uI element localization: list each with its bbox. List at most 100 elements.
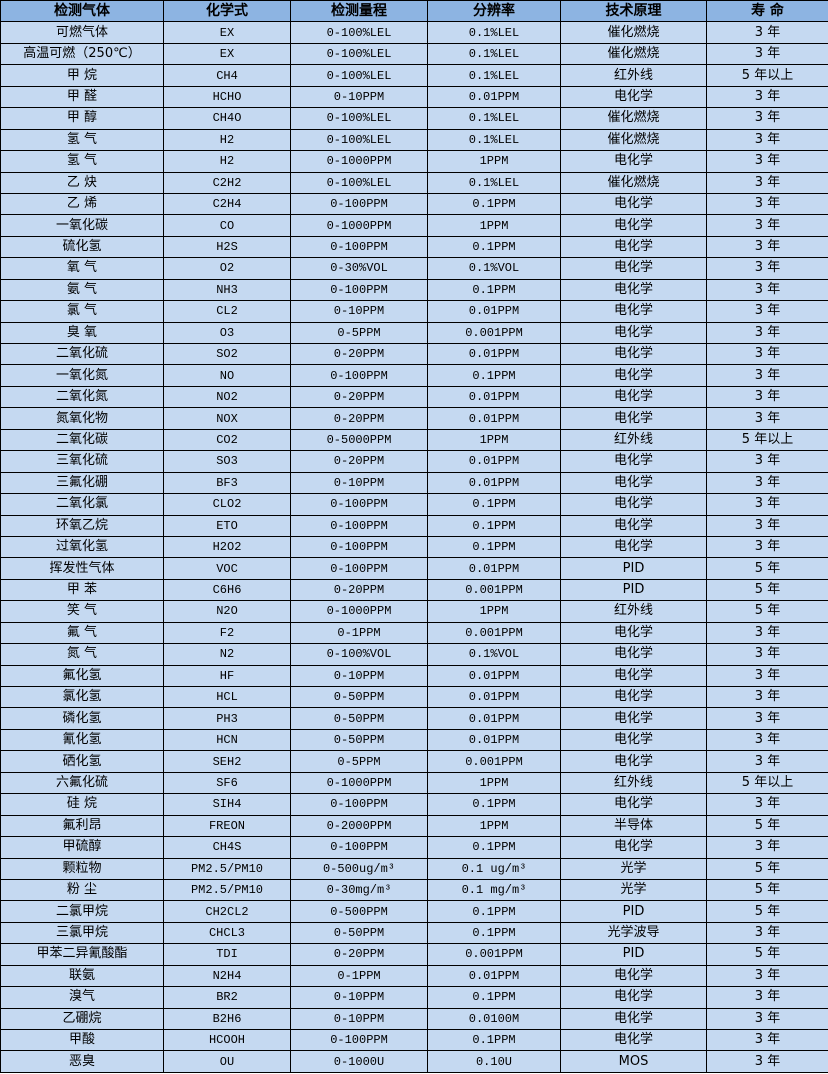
cell-gas: 甲 苯 <box>0 578 164 602</box>
table-row: 环氧乙烷 ETO 0-100PPM 0.1PPM 电化学 3 年 <box>0 514 828 537</box>
cell-formula: SF6 <box>163 771 291 795</box>
cell-lifetime: 3 年 <box>706 171 828 194</box>
cell-resolution: 1PPM <box>427 814 561 838</box>
cell-lifetime: 5 年以上 <box>706 428 828 452</box>
cell-range: 0-30mg/m³ <box>290 878 428 902</box>
table-row: 一氧化氮 NO 0-100PPM 0.1PPM 电化学 3 年 <box>0 364 828 387</box>
cell-range: 0-100PPM <box>290 364 428 387</box>
table-row: 乙 炔 C2H2 0-100%LEL 0.1%LEL 催化燃烧 3 年 <box>0 171 828 194</box>
cell-principle: 催化燃烧 <box>560 171 707 194</box>
cell-formula: OU <box>163 1050 291 1073</box>
table-row: 颗粒物 PM2.5/PM10 0-500ug/m³ 0.1 ug/m³ 光学 5 年 <box>0 857 828 880</box>
cell-resolution: 1PPM <box>427 214 561 237</box>
cell-principle: 电化学 <box>560 964 707 988</box>
cell-resolution: 0.1%VOL <box>427 257 561 280</box>
table-row: 氰化氢 HCN 0-50PPM 0.01PPM 电化学 3 年 <box>0 728 828 752</box>
cell-range: 0-100%LEL <box>290 64 428 87</box>
cell-lifetime: 3 年 <box>706 685 828 709</box>
cell-resolution: 0.1PPM <box>427 900 561 923</box>
cell-gas: 二氧化碳 <box>0 428 164 452</box>
table-row: 三氟化硼 BF3 0-10PPM 0.01PPM 电化学 3 年 <box>0 471 828 495</box>
cell-gas: 颗粒物 <box>0 857 164 880</box>
cell-lifetime: 3 年 <box>706 514 828 537</box>
cell-resolution: 1PPM <box>427 600 561 623</box>
cell-gas: 挥发性气体 <box>0 557 164 580</box>
cell-gas: 溴气 <box>0 986 164 1009</box>
cell-lifetime: 3 年 <box>706 150 828 173</box>
cell-lifetime: 3 年 <box>706 750 828 773</box>
cell-lifetime: 3 年 <box>706 364 828 387</box>
cell-principle: 电化学 <box>560 214 707 237</box>
cell-resolution: 0.0100M <box>427 1007 561 1031</box>
cell-principle: 电化学 <box>560 150 707 173</box>
cell-gas: 笑 气 <box>0 600 164 623</box>
cell-resolution: 0.01PPM <box>427 471 561 495</box>
cell-resolution: 0.1PPM <box>427 235 561 259</box>
cell-resolution: 0.1PPM <box>427 192 561 216</box>
cell-principle: 红外线 <box>560 64 707 87</box>
table-row: 氮氧化物 NOX 0-20PPM 0.01PPM 电化学 3 年 <box>0 407 828 430</box>
cell-principle: 催化燃烧 <box>560 42 707 66</box>
cell-resolution: 0.1PPM <box>427 535 561 559</box>
cell-range: 0-5PPM <box>290 750 428 773</box>
cell-formula: CO2 <box>163 428 291 452</box>
cell-lifetime: 5 年 <box>706 578 828 602</box>
table-row: 氟 气 F2 0-1PPM 0.001PPM 电化学 3 年 <box>0 621 828 645</box>
table-row: 二氧化碳 CO2 0-5000PPM 1PPM 红外线 5 年以上 <box>0 428 828 452</box>
cell-principle: 电化学 <box>560 278 707 302</box>
cell-resolution: 0.1PPM <box>427 921 561 945</box>
cell-formula: ETO <box>163 514 291 537</box>
cell-range: 0-20PPM <box>290 342 428 366</box>
cell-lifetime: 3 年 <box>706 986 828 1009</box>
cell-gas: 氨 气 <box>0 278 164 302</box>
table-row: 二氧化硫 SO2 0-20PPM 0.01PPM 电化学 3 年 <box>0 342 828 366</box>
table-row: 氟利昂 FREON 0-2000PPM 1PPM 半导体 5 年 <box>0 814 828 838</box>
table-row: 甲苯二异氰酸酯 TDI 0-20PPM 0.001PPM PID 5 年 <box>0 943 828 966</box>
table-row: 氢 气 H2 0-1000PPM 1PPM 电化学 3 年 <box>0 150 828 173</box>
cell-formula: NO <box>163 364 291 387</box>
cell-resolution: 0.01PPM <box>427 342 561 366</box>
cell-gas: 甲 烷 <box>0 64 164 87</box>
cell-gas: 臭 氧 <box>0 321 164 345</box>
cell-principle: 电化学 <box>560 707 707 730</box>
table-row: 三氯甲烷 CHCL3 0-50PPM 0.1PPM 光学波导 3 年 <box>0 921 828 945</box>
cell-resolution: 0.1PPM <box>427 514 561 537</box>
cell-range: 0-100PPM <box>290 836 428 859</box>
table-row: 磷化氢 PH3 0-50PPM 0.01PPM 电化学 3 年 <box>0 707 828 730</box>
table-row: 甲 苯 C6H6 0-20PPM 0.001PPM PID 5 年 <box>0 578 828 602</box>
cell-lifetime: 3 年 <box>706 192 828 216</box>
cell-formula: H2O2 <box>163 535 291 559</box>
cell-range: 0-10PPM <box>290 471 428 495</box>
cell-gas: 恶臭 <box>0 1050 164 1073</box>
cell-formula: HCHO <box>163 85 291 109</box>
table-row: 过氧化氢 H2O2 0-100PPM 0.1PPM 电化学 3 年 <box>0 535 828 559</box>
cell-range: 0-100PPM <box>290 793 428 816</box>
cell-formula: C2H2 <box>163 171 291 194</box>
cell-resolution: 0.001PPM <box>427 943 561 966</box>
cell-principle: 半导体 <box>560 814 707 838</box>
cell-resolution: 0.01PPM <box>427 300 561 323</box>
cell-lifetime: 3 年 <box>706 1007 828 1031</box>
table-row: 挥发性气体 VOC 0-100PPM 0.01PPM PID 5 年 <box>0 557 828 580</box>
cell-formula: CH4O <box>163 107 291 130</box>
table-row: 氯化氢 HCL 0-50PPM 0.01PPM 电化学 3 年 <box>0 685 828 709</box>
table-row: 氨 气 NH3 0-100PPM 0.1PPM 电化学 3 年 <box>0 278 828 302</box>
cell-principle: 光学 <box>560 857 707 880</box>
cell-resolution: 0.1PPM <box>427 278 561 302</box>
cell-principle: 电化学 <box>560 685 707 709</box>
cell-principle: PID <box>560 557 707 580</box>
cell-gas: 氯 气 <box>0 300 164 323</box>
cell-lifetime: 5 年 <box>706 857 828 880</box>
cell-lifetime: 3 年 <box>706 214 828 237</box>
cell-resolution: 0.01PPM <box>427 728 561 752</box>
table-row: 臭 氧 O3 0-5PPM 0.001PPM 电化学 3 年 <box>0 321 828 345</box>
header-principle: 技术原理 <box>560 0 707 23</box>
table-row: 甲 醛 HCHO 0-10PPM 0.01PPM 电化学 3 年 <box>0 85 828 109</box>
cell-range: 0-10PPM <box>290 1007 428 1031</box>
cell-range: 0-5PPM <box>290 321 428 345</box>
cell-formula: PH3 <box>163 707 291 730</box>
cell-resolution: 0.1%LEL <box>427 64 561 87</box>
cell-range: 0-100%VOL <box>290 643 428 666</box>
cell-range: 0-2000PPM <box>290 814 428 838</box>
